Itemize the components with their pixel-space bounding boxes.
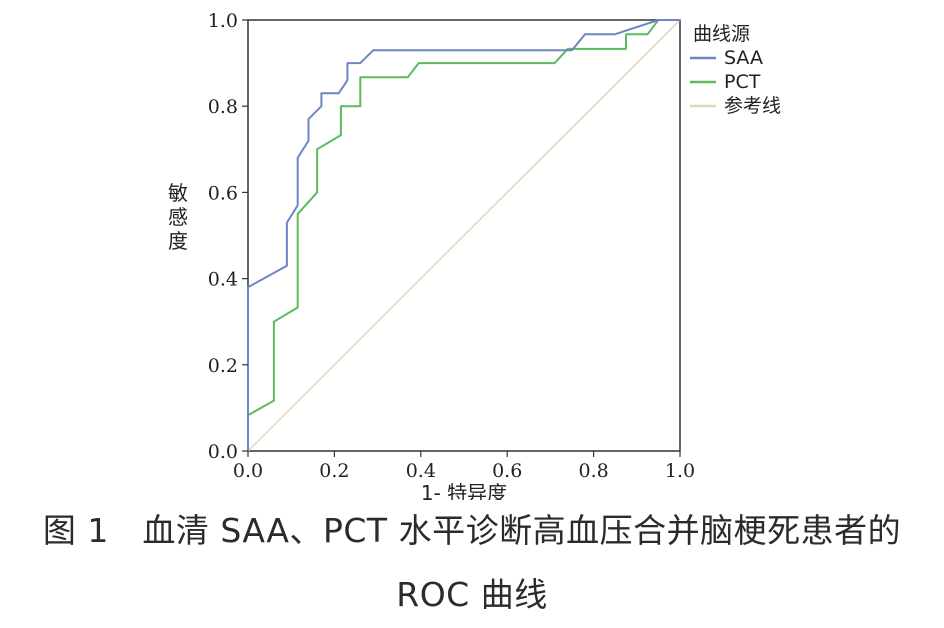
x-tick-label: 0.0 — [233, 460, 263, 482]
series-layer — [247, 19, 681, 452]
y-axis-label: 敏感度 — [168, 181, 188, 253]
legend-label-0: SAA — [724, 47, 763, 69]
y-tick-label: 0.0 — [208, 441, 238, 463]
y-tick-label: 1.0 — [208, 10, 238, 32]
x-tick-label: 0.4 — [406, 460, 436, 482]
x-tick-label: 0.6 — [492, 460, 522, 482]
y-tick-label: 0.6 — [208, 182, 238, 204]
y-tick-label: 0.2 — [208, 355, 238, 377]
x-tick-label: 0.8 — [578, 460, 608, 482]
x-axis-label: 1- 特异度 — [421, 481, 507, 500]
series-line-0 — [247, 19, 680, 451]
series-line-2 — [247, 19, 681, 452]
x-tick-label: 1.0 — [665, 460, 695, 482]
legend-title: 曲线源 — [693, 23, 750, 45]
y-tick-label: 0.8 — [208, 96, 238, 118]
y-tick-label: 0.4 — [208, 269, 238, 291]
series-line-1 — [247, 19, 680, 451]
ticks-layer: 0.0 0.2 0.4 0.6 0.8 1.0 0.0 0.2 0.4 0.6 0.8 1.0 — [208, 10, 695, 482]
roc-chart: 0.0 0.2 0.4 0.6 0.8 1.0 0.0 0.2 0.4 0.6 0.8 1.0 1- … — [168, 10, 781, 500]
figure-caption-line1: 图 1 血清 SAA、PCT 水平诊断高血压合并脑梗死患者的 — [42, 511, 902, 550]
x-tick-label: 0.2 — [319, 460, 349, 482]
legend-label-2: 参考线 — [724, 95, 781, 117]
legend-label-1: PCT — [724, 71, 761, 93]
figure-caption-line2: ROC 曲线 — [396, 575, 548, 614]
